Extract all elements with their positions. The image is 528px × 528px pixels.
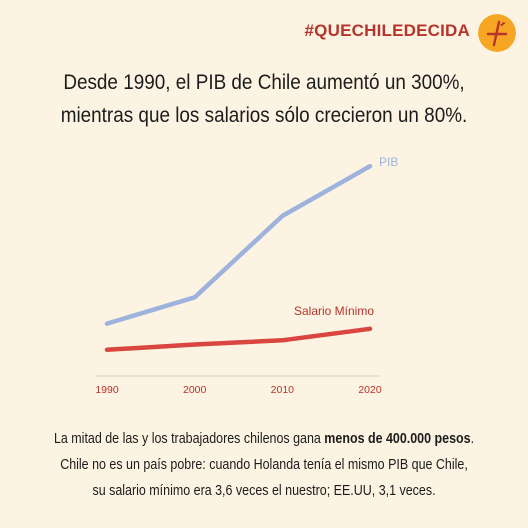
- headline-line-1: Desde 1990, el PIB de Chile aumentó un 3…: [63, 71, 465, 94]
- series-line-salario-m-nimo: [104, 326, 373, 353]
- footer-line-3: su salario mínimo era 3,6 veces el nuest…: [92, 483, 436, 499]
- footer-line-1-start: La mitad de las y los trabajadores chile…: [53, 431, 325, 447]
- series-line-pib: [104, 163, 373, 326]
- hashtag-label: #QUECHILEDECIDA: [304, 21, 470, 40]
- footer-line-2: Chile no es un país pobre: cuando Holand…: [60, 457, 468, 473]
- series-label-salario-m-nimo: Salario Mínimo: [294, 304, 374, 318]
- x-tick-label-2000: 2000: [183, 384, 207, 396]
- footer-highlight: menos de 400.000 pesos: [324, 431, 471, 447]
- series-label-pib: PIB: [379, 155, 398, 169]
- plus-minus-logo-icon: [478, 14, 516, 52]
- footer-line-1-end: .: [470, 431, 475, 447]
- footer-text: La mitad de las y los trabajadores chile…: [0, 426, 528, 504]
- x-tick-label-1990: 1990: [95, 384, 119, 396]
- headline: Desde 1990, el PIB de Chile aumentó un 3…: [26, 66, 501, 132]
- headline-line-2: mientras que los salarios sólo crecieron…: [60, 104, 468, 127]
- x-tick-label-2020: 2020: [358, 384, 382, 396]
- x-tick-label-2010: 2010: [271, 384, 295, 396]
- footer-line-1: La mitad de las y los trabajadores chile…: [37, 426, 491, 452]
- line-chart: 1990 2000 2010 2020 PIB Salario Mínimo: [95, 155, 398, 396]
